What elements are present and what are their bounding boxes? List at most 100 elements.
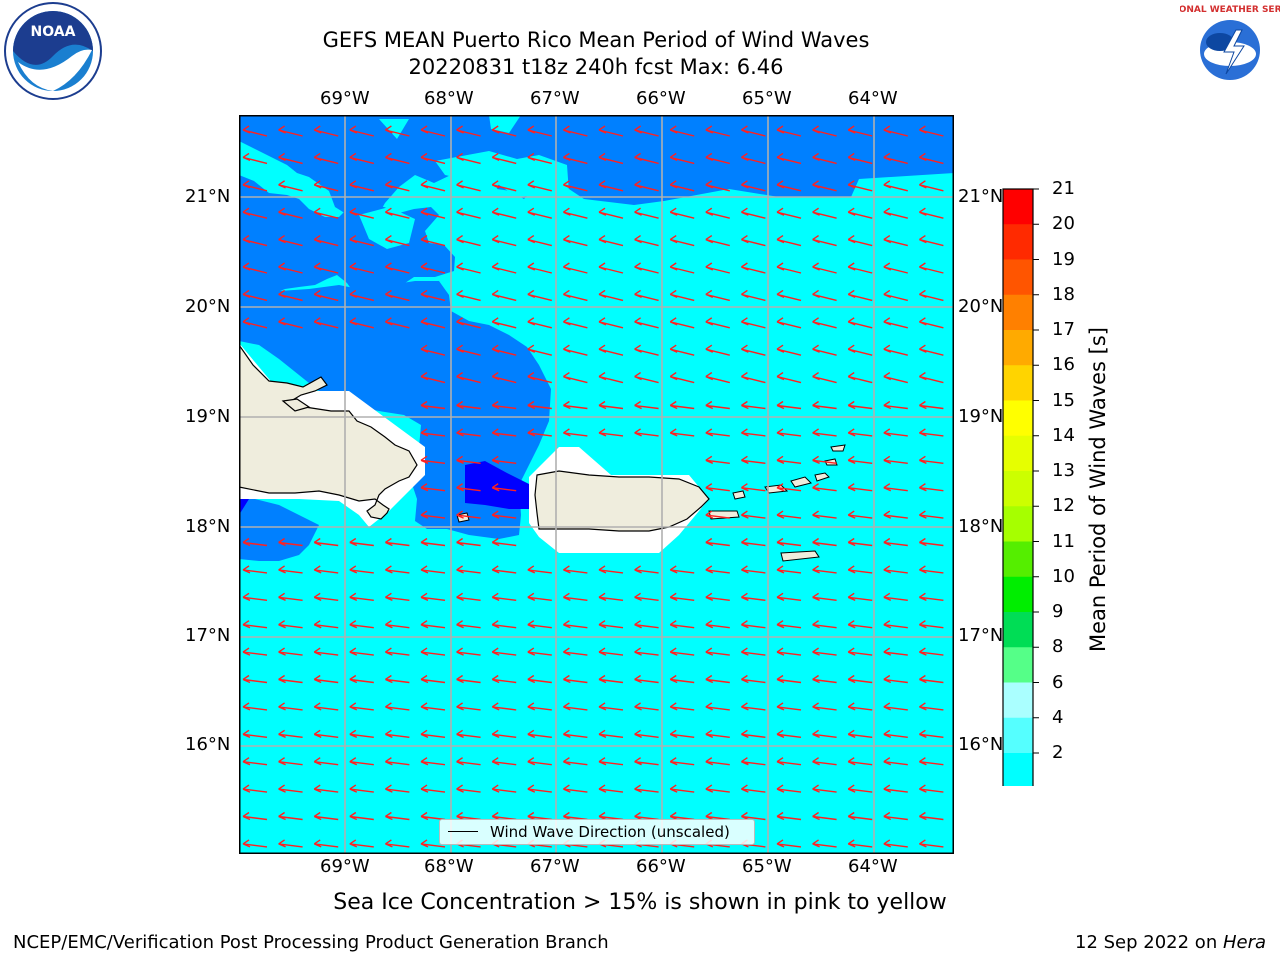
wave-direction-arrow [634,152,659,165]
wave-direction-arrow [527,757,552,766]
wave-direction-arrow [634,620,659,629]
wave-direction-arrow [313,702,339,711]
wave-direction-arrow [919,400,944,410]
wave-direction-arrow [420,125,446,137]
wave-direction-arrow [812,372,837,384]
wave-direction-arrow [598,262,624,274]
wave-direction-arrow [598,180,624,192]
nws-logo-text: NATIONAL WEATHER SERVICE [1180,5,1280,15]
wave-direction-arrow [847,592,873,601]
wave-direction-arrow [883,620,908,629]
lon-label-top: 67°W [530,88,580,109]
wave-direction-arrow [527,592,552,601]
wave-direction-arrow [669,702,695,711]
wave-direction-arrow [491,510,517,519]
lon-label-top: 69°W [320,88,370,109]
wave-direction-arrow [385,592,410,601]
wave-direction-arrow [313,289,339,302]
wave-direction-arrow [776,620,802,629]
wave-direction-arrow [278,620,303,629]
wave-direction-arrow [491,207,517,219]
wave-direction-arrow [634,702,659,711]
wave-direction-arrow [349,811,374,821]
wave-direction-arrow [456,152,481,165]
wave-direction-arrow [883,510,908,519]
wave-direction-arrow [385,757,410,766]
wave-direction-arrow [598,428,624,437]
wave-direction-arrow [563,620,588,629]
wave-direction-arrow [634,235,659,247]
wave-direction-arrow [563,400,588,410]
wave-direction-arrow [847,428,873,437]
wave-direction-arrow [313,180,339,192]
wave-direction-arrow [847,537,873,547]
wave-direction-arrow [669,757,695,766]
wave-direction-arrow [847,400,873,410]
wave-direction-arrow [242,565,268,574]
wave-direction-arrow [669,592,695,601]
wave-direction-arrow [705,262,730,274]
wave-direction-arrow [883,483,908,492]
wave-direction-arrow [847,565,873,574]
map-caption: Sea Ice Concentration > 15% is shown in … [333,890,947,915]
wave-direction-arrow [776,400,802,410]
wave-direction-arrow [278,565,303,574]
wave-direction-arrow [847,647,873,656]
wave-direction-arrow [527,620,552,629]
wave-direction-arrow [385,811,410,821]
wave-direction-arrow [634,289,659,302]
wave-direction-arrow [705,702,730,711]
wave-direction-arrow [313,592,339,601]
wave-direction-arrow [883,784,908,793]
wave-direction-arrow [491,565,517,574]
wave-direction-arrow [456,317,481,329]
wave-direction-arrow [883,839,908,848]
wave-direction-arrow [420,702,446,711]
wave-direction-arrow [563,289,588,302]
wave-direction-arrow [705,510,730,519]
wave-direction-arrow [812,180,837,192]
wave-direction-arrow [420,344,446,356]
wave-direction-arrow [598,565,624,574]
wave-direction-arrow [847,784,873,793]
wave-direction-arrow [278,317,303,329]
footer-machine: Hera [1222,932,1266,953]
wave-direction-arrow [741,455,766,464]
wave-direction-arrow [242,839,268,848]
wave-direction-arrow [883,262,908,274]
nws-logo: NATIONAL WEATHER SERVICE [1180,5,1280,94]
wave-direction-arrow [776,180,802,192]
wave-direction-arrow [741,784,766,793]
wave-direction-arrow [313,152,339,165]
wave-direction-arrow [349,839,374,848]
wave-direction-arrow [598,400,624,410]
wave-direction-arrow [812,455,837,464]
wave-direction-arrow [776,428,802,437]
wave-direction-arrow [456,344,481,356]
wave-direction-arrow [634,674,659,684]
wave-direction-arrow [278,674,303,684]
wave-direction-arrow [491,729,517,738]
lat-label-left: 18°N [185,516,231,537]
wave-direction-arrow [669,647,695,656]
wave-direction-arrow [705,483,730,492]
land-hispaniola [239,343,418,520]
wave-direction-arrow [313,620,339,629]
wave-direction-arrow [919,344,944,356]
wave-direction-arrow [563,262,588,274]
wave-direction-arrow [741,702,766,711]
wave-direction-arrow [812,207,837,219]
map-panel [239,115,954,854]
wave-direction-arrow [705,207,730,219]
wave-direction-arrow [883,344,908,356]
wave-direction-arrow [313,125,339,137]
wave-direction-arrow [527,180,552,192]
wave-direction-arrow [527,428,552,437]
colorbar-segment [1003,753,1033,786]
wave-direction-arrow [456,455,481,464]
wave-direction-arrow [812,289,837,302]
wave-direction-arrow [563,372,588,384]
wave-direction-arrow [598,317,624,329]
wave-direction-arrow [919,674,944,684]
wave-direction-arrow [776,757,802,766]
